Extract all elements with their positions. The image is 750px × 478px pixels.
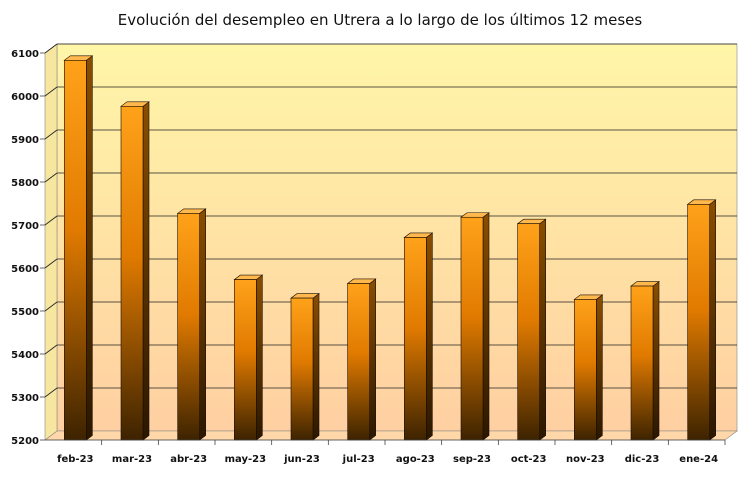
bar-ene-24 [686,199,717,441]
gridline-wall [44,301,58,312]
bar-side [482,212,490,441]
y-tick-label: 6100 [11,49,39,60]
bar-nov-23 [573,294,604,441]
bar-abr-23 [176,208,207,441]
bars [63,55,717,441]
y-axis: 5200 5300 5400 5500 5600 5700 5800 5900 6000 6100 [11,49,45,447]
bar-side [652,280,660,441]
bar-side [256,274,263,441]
gridline-wall [44,215,58,226]
y-tick-label: 5600 [11,264,39,275]
y-tick-label: 5200 [11,436,39,447]
bar-sep-23 [460,212,490,441]
y-tick-label: 6000 [11,92,39,103]
bar-side [142,101,150,441]
bar-ago-23 [403,232,434,441]
bar-side [312,293,320,441]
bar-front [290,297,314,441]
x-axis: feb-23 mar-23 abr-23 may-23 jun-23 jul-23 ago-… [45,439,726,465]
x-tick-label: feb-23 [57,454,93,465]
x-tick-label: mar-23 [112,454,152,465]
gridline-wall [44,172,58,183]
x-tick-label: may-23 [225,454,266,465]
bar-side [426,232,433,441]
bar-front [460,216,484,441]
bar-oct-23 [516,218,547,441]
gridlines [44,43,737,398]
bar-front [574,299,597,441]
gridline-wall [44,387,58,398]
bar-feb-23 [63,55,94,441]
gridline-wall [44,258,58,269]
left-wall [44,43,58,441]
bar-front [64,60,87,441]
bar-jul-23 [346,278,377,441]
bar-front [517,223,540,441]
bar-mar-23 [120,101,150,441]
x-tick-label: jul-23 [342,454,375,465]
gridline-wall [44,344,58,355]
x-tick-label: dic-23 [625,454,660,465]
bar-may-23 [233,274,264,441]
y-tick-label: 5900 [11,135,39,146]
bar-front [404,237,427,441]
y-tick-label: 5700 [11,221,39,232]
bar-side [199,208,206,441]
x-tick-label: ene-24 [679,454,718,465]
bar-front [120,106,144,441]
bar-front [234,279,257,441]
x-tick-label: abr-23 [170,454,207,465]
bar-side [369,278,376,441]
x-tick-label: jun-23 [283,454,320,465]
y-tick-label: 5300 [11,393,39,404]
gridline-wall [44,43,58,54]
bar-side [86,55,93,441]
x-tick-label: nov-23 [566,454,605,465]
bar-front [347,283,370,441]
y-tick-label: 5400 [11,350,39,361]
x-tick-label: ago-23 [396,454,435,465]
gridline-wall [44,129,58,140]
bar-dic-23 [630,280,660,441]
bar-jun-23 [290,293,320,441]
bar-side [539,218,546,441]
y-tick-label: 5800 [11,178,39,189]
x-tick-label: sep-23 [453,454,491,465]
gridline-wall [44,86,58,97]
plot-background [56,43,738,432]
plot-area: 5200 5300 5400 5500 5600 5700 5800 5900 6000 6100… [11,43,738,465]
x-tick-label: oct-23 [511,454,547,465]
bar-front [630,285,654,441]
bar-front [177,213,200,441]
y-tick-label: 5500 [11,307,39,318]
bar-front [687,204,710,441]
bar-side [709,199,716,441]
chart-title: Evolución del desempleo en Utrera a lo l… [118,11,643,29]
bar-side [596,294,603,441]
